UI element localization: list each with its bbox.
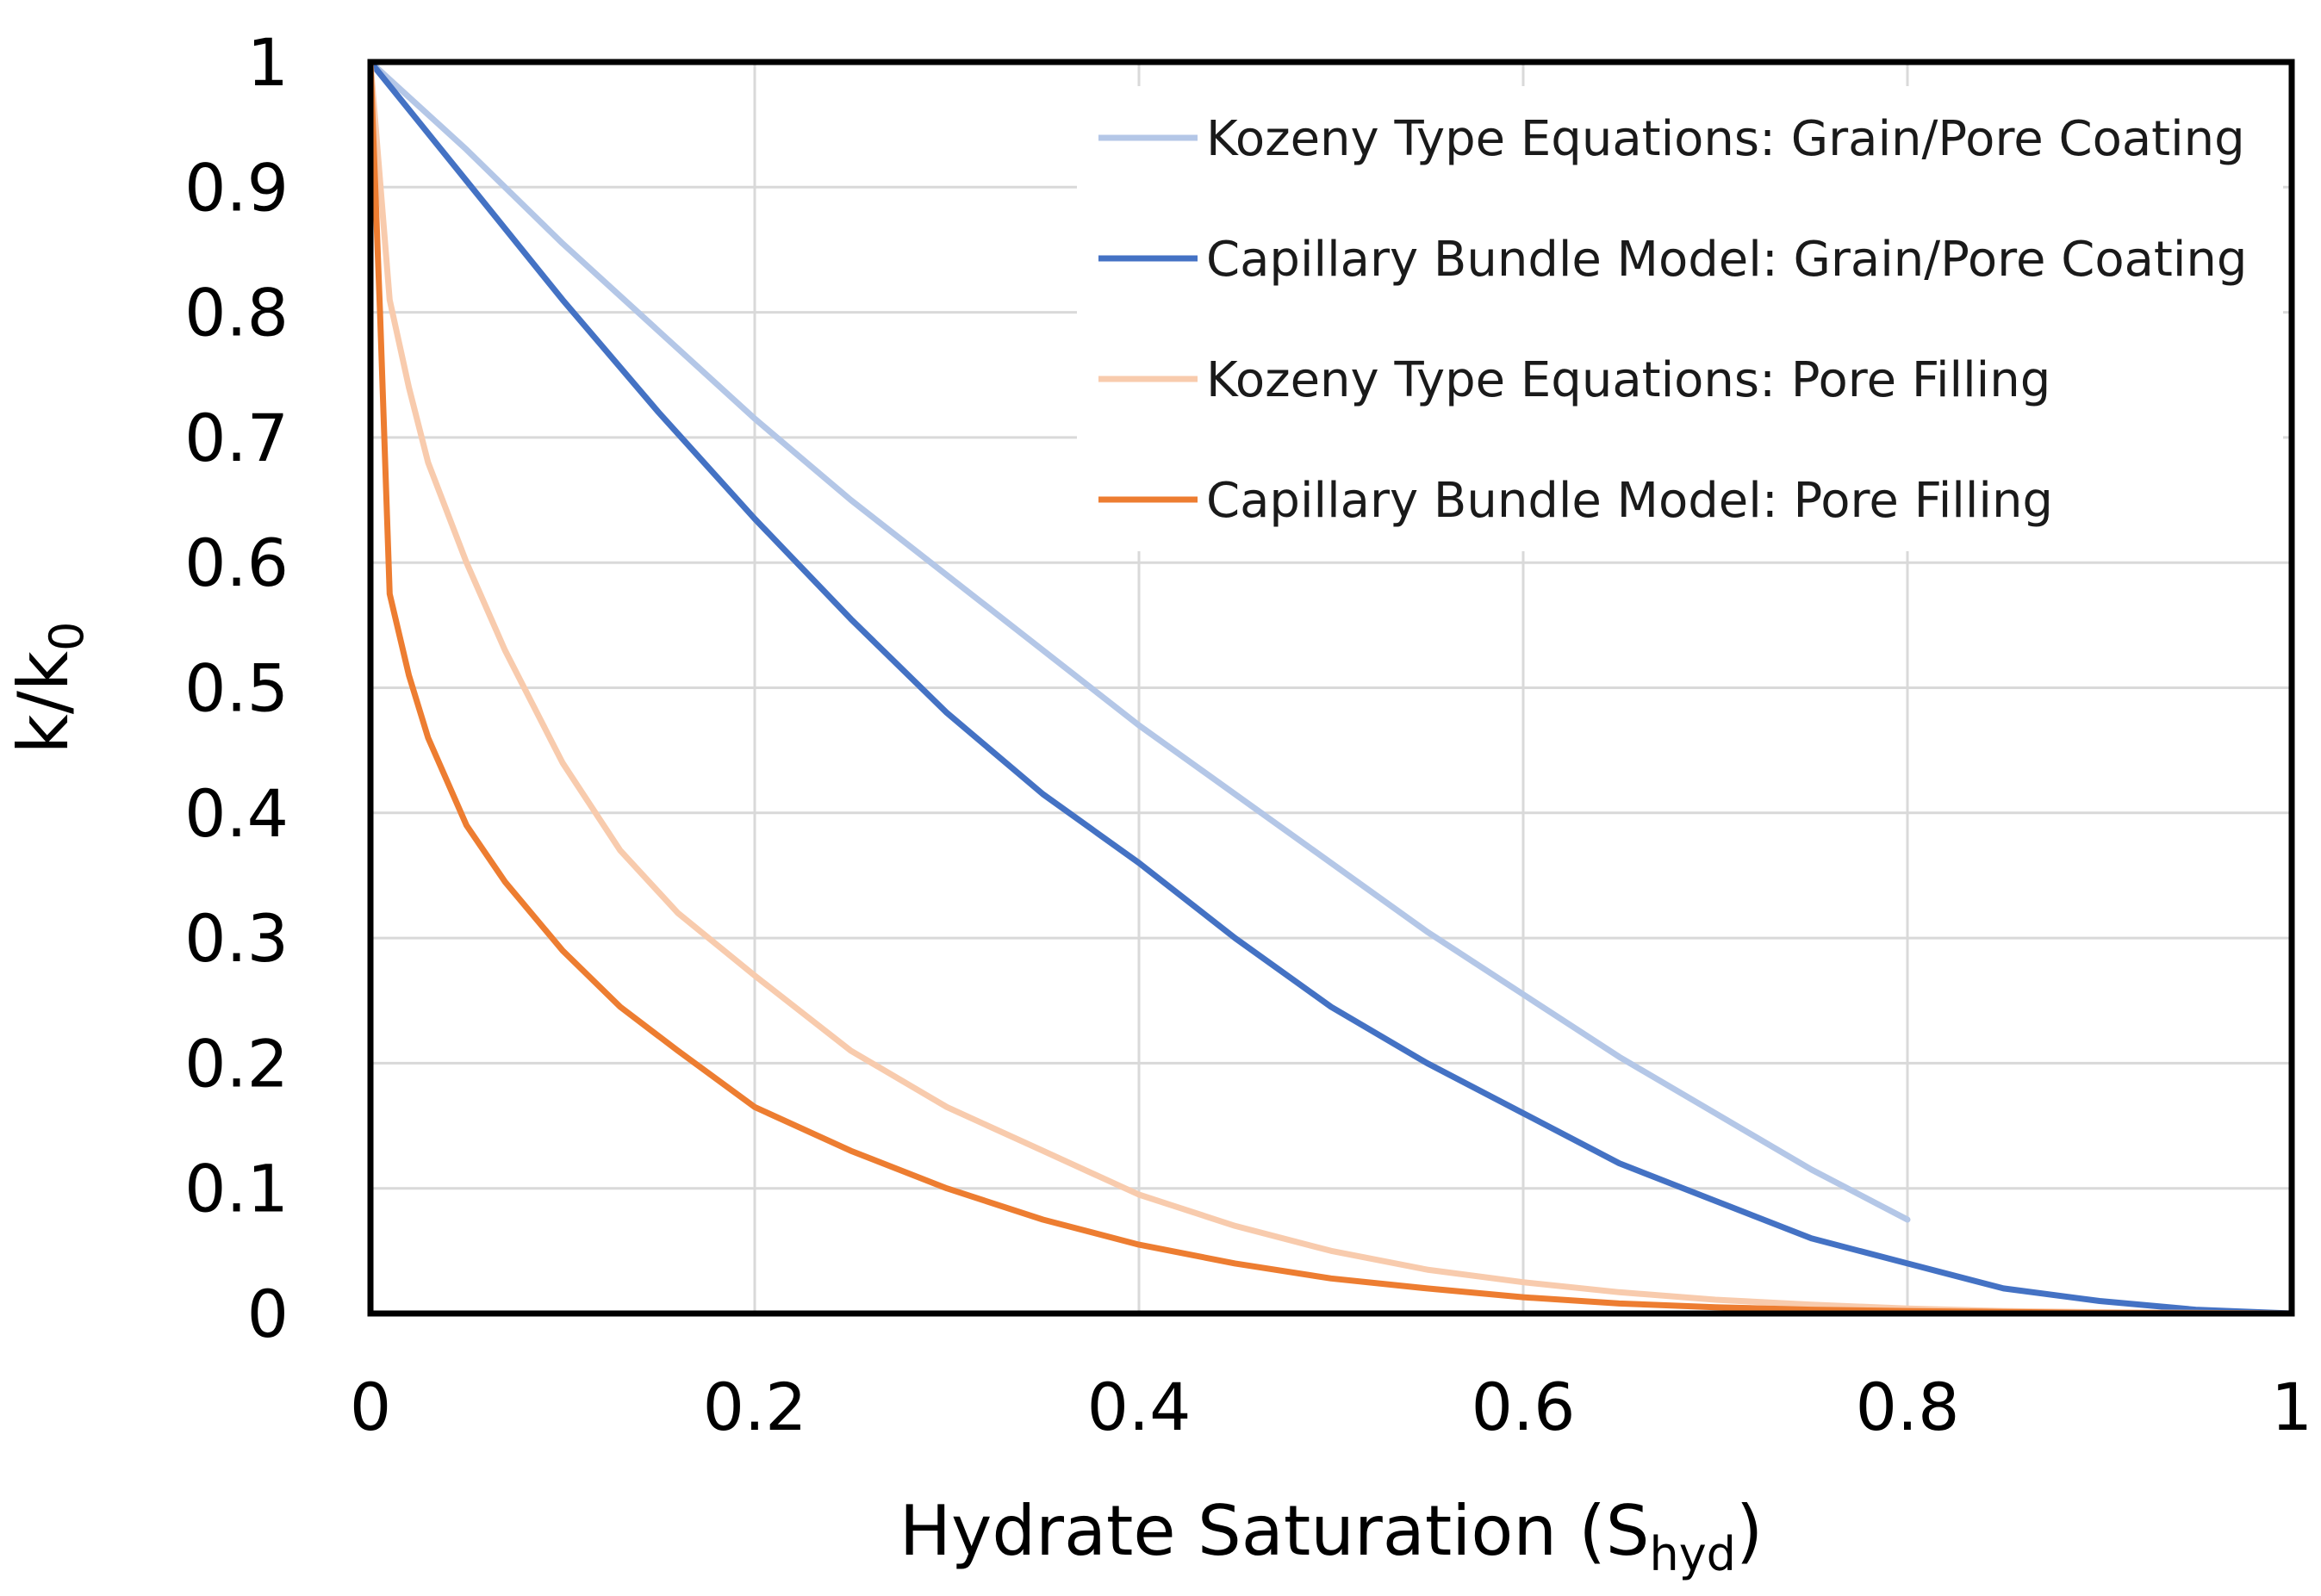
- y-tick-label: 1: [247, 24, 289, 101]
- legend-entry: Kozeny Type Equations: Grain/Pore Coatin…: [1098, 111, 2245, 167]
- series-line: [367, 59, 2295, 1317]
- y-tick-label: 0.1: [184, 1151, 289, 1227]
- y-axis-title-sub: 0: [40, 622, 94, 651]
- legend-entry: Capillary Bundle Model: Grain/Pore Coati…: [1098, 232, 2247, 288]
- series-line: [367, 59, 1911, 1223]
- x-axis-title-suffix: ): [1736, 1491, 1763, 1571]
- x-axis-title: Hydrate Saturation (Shyd): [899, 1491, 1763, 1581]
- legend-label: Kozeny Type Equations: Pore Filling: [1206, 352, 2050, 408]
- y-tick-label: 0.2: [184, 1025, 289, 1102]
- legend-label: Capillary Bundle Model: Grain/Pore Coati…: [1206, 232, 2247, 288]
- y-tick-label: 0.8: [184, 275, 289, 351]
- legend-label: Kozeny Type Equations: Grain/Pore Coatin…: [1206, 111, 2245, 167]
- y-axis-title-main: k/k: [3, 650, 84, 754]
- x-tick-label: 0.2: [703, 1369, 807, 1445]
- x-tick-label: 0.4: [1087, 1369, 1192, 1445]
- x-tick-label: 0: [350, 1369, 391, 1445]
- y-tick-labels: 0 0.1 0.2 0.3 0.4 0.5 0.6 0.7 0.8 0.9 1: [184, 24, 289, 1352]
- x-tick-label: 1: [2271, 1369, 2312, 1445]
- legend-entry: Kozeny Type Equations: Pore Filling: [1098, 352, 2050, 408]
- y-tick-label: 0.9: [184, 149, 289, 226]
- y-axis-title: k/k0: [3, 622, 94, 755]
- series-lines: [367, 59, 2295, 1317]
- x-axis-title-sub: hyd: [1649, 1527, 1735, 1581]
- y-tick-label: 0.5: [184, 650, 289, 727]
- legend-background: [1077, 86, 2283, 551]
- y-tick-label: 0.4: [184, 775, 289, 852]
- plot-frame: [367, 59, 2295, 1317]
- legend-entry: Capillary Bundle Model: Pore Filling: [1098, 473, 2053, 529]
- x-tick-labels: 0 0.2 0.4 0.6 0.8 1: [350, 1369, 2312, 1445]
- legend: Kozeny Type Equations: Grain/Pore Coatin…: [1077, 86, 2283, 551]
- y-tick-label: 0.3: [184, 900, 289, 977]
- series-line: [367, 59, 2295, 1317]
- legend-label: Capillary Bundle Model: Pore Filling: [1206, 473, 2053, 529]
- series-line: [367, 59, 2295, 1317]
- x-axis-title-main: Hydrate Saturation (S: [899, 1491, 1650, 1571]
- y-tick-label: 0: [247, 1276, 289, 1352]
- x-tick-label: 0.8: [1856, 1369, 1960, 1445]
- y-tick-label: 0.6: [184, 525, 289, 601]
- y-tick-label: 0.7: [184, 400, 289, 476]
- x-tick-label: 0.6: [1472, 1369, 1576, 1445]
